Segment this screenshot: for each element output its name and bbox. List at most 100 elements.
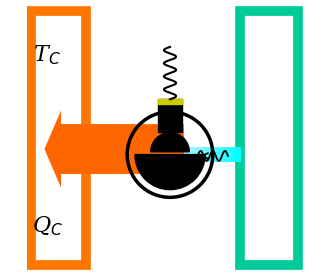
Bar	[226, 147, 227, 162]
Bar	[90, 124, 91, 174]
Bar	[215, 147, 216, 162]
Bar	[205, 147, 206, 162]
Bar	[175, 147, 176, 162]
Bar	[65, 124, 66, 174]
Bar	[188, 147, 189, 162]
Bar	[214, 147, 215, 162]
Bar	[115, 124, 116, 174]
Bar	[67, 124, 68, 174]
Bar	[225, 147, 227, 162]
Bar	[196, 147, 198, 162]
Bar	[66, 124, 67, 174]
Bar	[164, 124, 166, 174]
Bar	[207, 147, 208, 162]
Bar	[159, 124, 161, 174]
Bar	[116, 124, 117, 174]
Bar	[155, 124, 157, 174]
Bar	[228, 147, 229, 162]
Bar	[134, 124, 135, 174]
Bar	[94, 124, 95, 174]
Bar	[195, 147, 196, 162]
Bar	[173, 147, 175, 162]
Bar	[240, 147, 241, 162]
Bar	[223, 147, 224, 162]
Bar	[158, 124, 160, 174]
Bar	[154, 124, 155, 174]
Bar	[210, 147, 211, 162]
Bar	[158, 99, 183, 104]
Bar	[132, 124, 133, 174]
Bar	[236, 147, 237, 162]
Bar	[139, 124, 140, 174]
Bar	[68, 124, 69, 174]
Bar	[62, 124, 63, 174]
Wedge shape	[151, 132, 189, 152]
Bar	[200, 147, 201, 162]
Bar	[184, 147, 185, 162]
Bar	[203, 147, 205, 162]
Bar	[181, 147, 182, 162]
Bar	[122, 124, 124, 174]
Bar	[171, 124, 173, 174]
Bar	[156, 124, 158, 174]
Bar	[181, 124, 182, 174]
Bar	[112, 124, 114, 174]
Bar	[150, 124, 151, 174]
Bar	[203, 147, 204, 162]
Bar	[148, 124, 149, 174]
Bar	[111, 124, 113, 174]
Bar	[227, 147, 228, 162]
Bar	[220, 147, 221, 162]
Bar	[113, 124, 114, 174]
Bar	[153, 124, 154, 174]
Bar	[180, 124, 181, 174]
Bar	[143, 124, 144, 174]
Bar	[137, 124, 138, 174]
Bar	[179, 124, 180, 174]
Bar	[124, 124, 126, 174]
Bar	[79, 124, 81, 174]
Bar	[138, 124, 139, 174]
Bar	[240, 11, 298, 265]
Bar	[182, 147, 183, 162]
Bar	[211, 147, 212, 162]
Bar	[168, 124, 170, 174]
Bar	[89, 124, 90, 174]
Bar	[219, 147, 220, 162]
Bar	[100, 124, 101, 174]
Bar	[146, 124, 147, 174]
Bar	[149, 124, 150, 174]
Bar	[201, 147, 202, 162]
Bar	[237, 147, 238, 162]
Bar	[231, 147, 232, 162]
Bar	[176, 147, 177, 162]
Bar	[167, 124, 169, 174]
Bar	[85, 124, 86, 174]
Bar	[177, 124, 178, 174]
Bar	[165, 124, 167, 174]
Bar	[173, 124, 174, 174]
Bar	[211, 147, 213, 162]
Bar	[74, 124, 76, 174]
Bar	[178, 124, 179, 174]
Bar	[204, 147, 206, 162]
Bar	[71, 124, 72, 174]
Bar	[109, 124, 111, 174]
Bar	[166, 124, 168, 174]
Bar	[83, 124, 84, 174]
Bar	[70, 124, 71, 174]
Bar	[171, 147, 172, 162]
Bar	[189, 147, 190, 162]
Bar	[130, 124, 131, 174]
Bar	[222, 147, 223, 162]
Bar	[186, 147, 187, 162]
Bar	[125, 124, 127, 174]
Bar	[144, 124, 145, 174]
Bar	[145, 124, 146, 174]
Bar	[180, 147, 181, 162]
Bar	[239, 147, 240, 162]
Bar	[96, 124, 97, 174]
Bar	[84, 124, 85, 174]
Bar	[183, 124, 184, 174]
Bar	[82, 124, 83, 174]
